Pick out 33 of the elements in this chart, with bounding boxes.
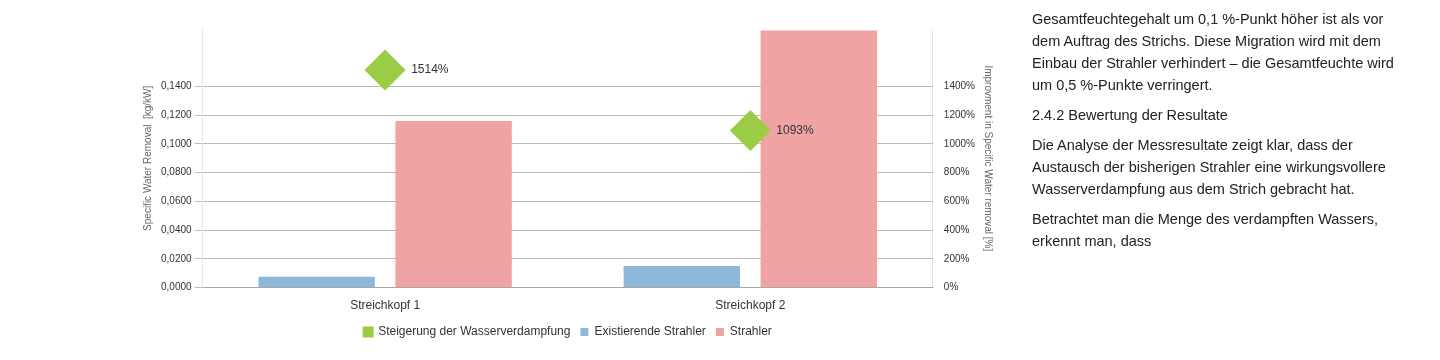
bar [258,276,375,288]
x-tick-label: Streichkopf 1 [350,298,421,313]
text: 2.4.2 Bewertung der Resultate [1032,106,1229,125]
y-tick-label: 0,1000 [160,137,193,149]
legend-label: Steigerung der Wasserverdampfung [378,324,571,339]
legend-label: Strahler [729,324,772,339]
y-tick-label: 0,0800 [160,166,193,178]
x-tick-label: Streichkopf 2 [715,298,786,313]
y-tick-label: 0,0600 [160,195,193,207]
y-tick-label: 0,0400 [160,223,193,235]
text: Betrachtet man die Menge des verdampften Wassers, erkennt man, dass [1032,210,1380,251]
y2-tick-label: 1200% [943,108,976,120]
y2-tick-label: 400% [943,223,970,235]
y-axis-title: Specific Water Removal [kg/kW] [141,85,153,231]
y2-tick-label: 1000% [943,137,976,149]
y-tick-label: 0,1200 [160,108,193,120]
bar [760,30,877,288]
y-tick-label: 0,0200 [160,252,193,264]
y-tick-label: 0,0000 [160,281,193,293]
legend-label: Existierende Strahler [594,324,706,339]
text: Die Analyse der Messresultate zeigt klar, dass der Austausch der bisherigen Strahler eine wirkungsvollere Wasserverdampfung aus dem Strich gebracht hat. [1032,136,1387,199]
data-label: 1093% [776,122,814,137]
y2-axis-title: Improvment in Specific Water removal [%] [983,65,995,252]
data-label: 1514% [411,62,449,77]
y2-tick-label: 600% [943,195,970,207]
y2-tick-label: 200% [943,252,970,264]
bar [623,266,741,288]
text: Gesamtfeuchtegehalt um 0,1 %-Punkt höher ist als vor dem Auftrag des Strichs. Diese Migration wird mit dem Einbau der Strahler verhindert – die Gesamtfeuchte wird um 0,5 %-Punkte verringert. [1032,10,1395,95]
y2-tick-label: 1400% [943,80,976,92]
bar [395,120,512,288]
y2-tick-label: 0% [943,281,959,293]
y2-tick-label: 800% [943,166,970,178]
y-tick-label: 0,1400 [160,80,193,92]
